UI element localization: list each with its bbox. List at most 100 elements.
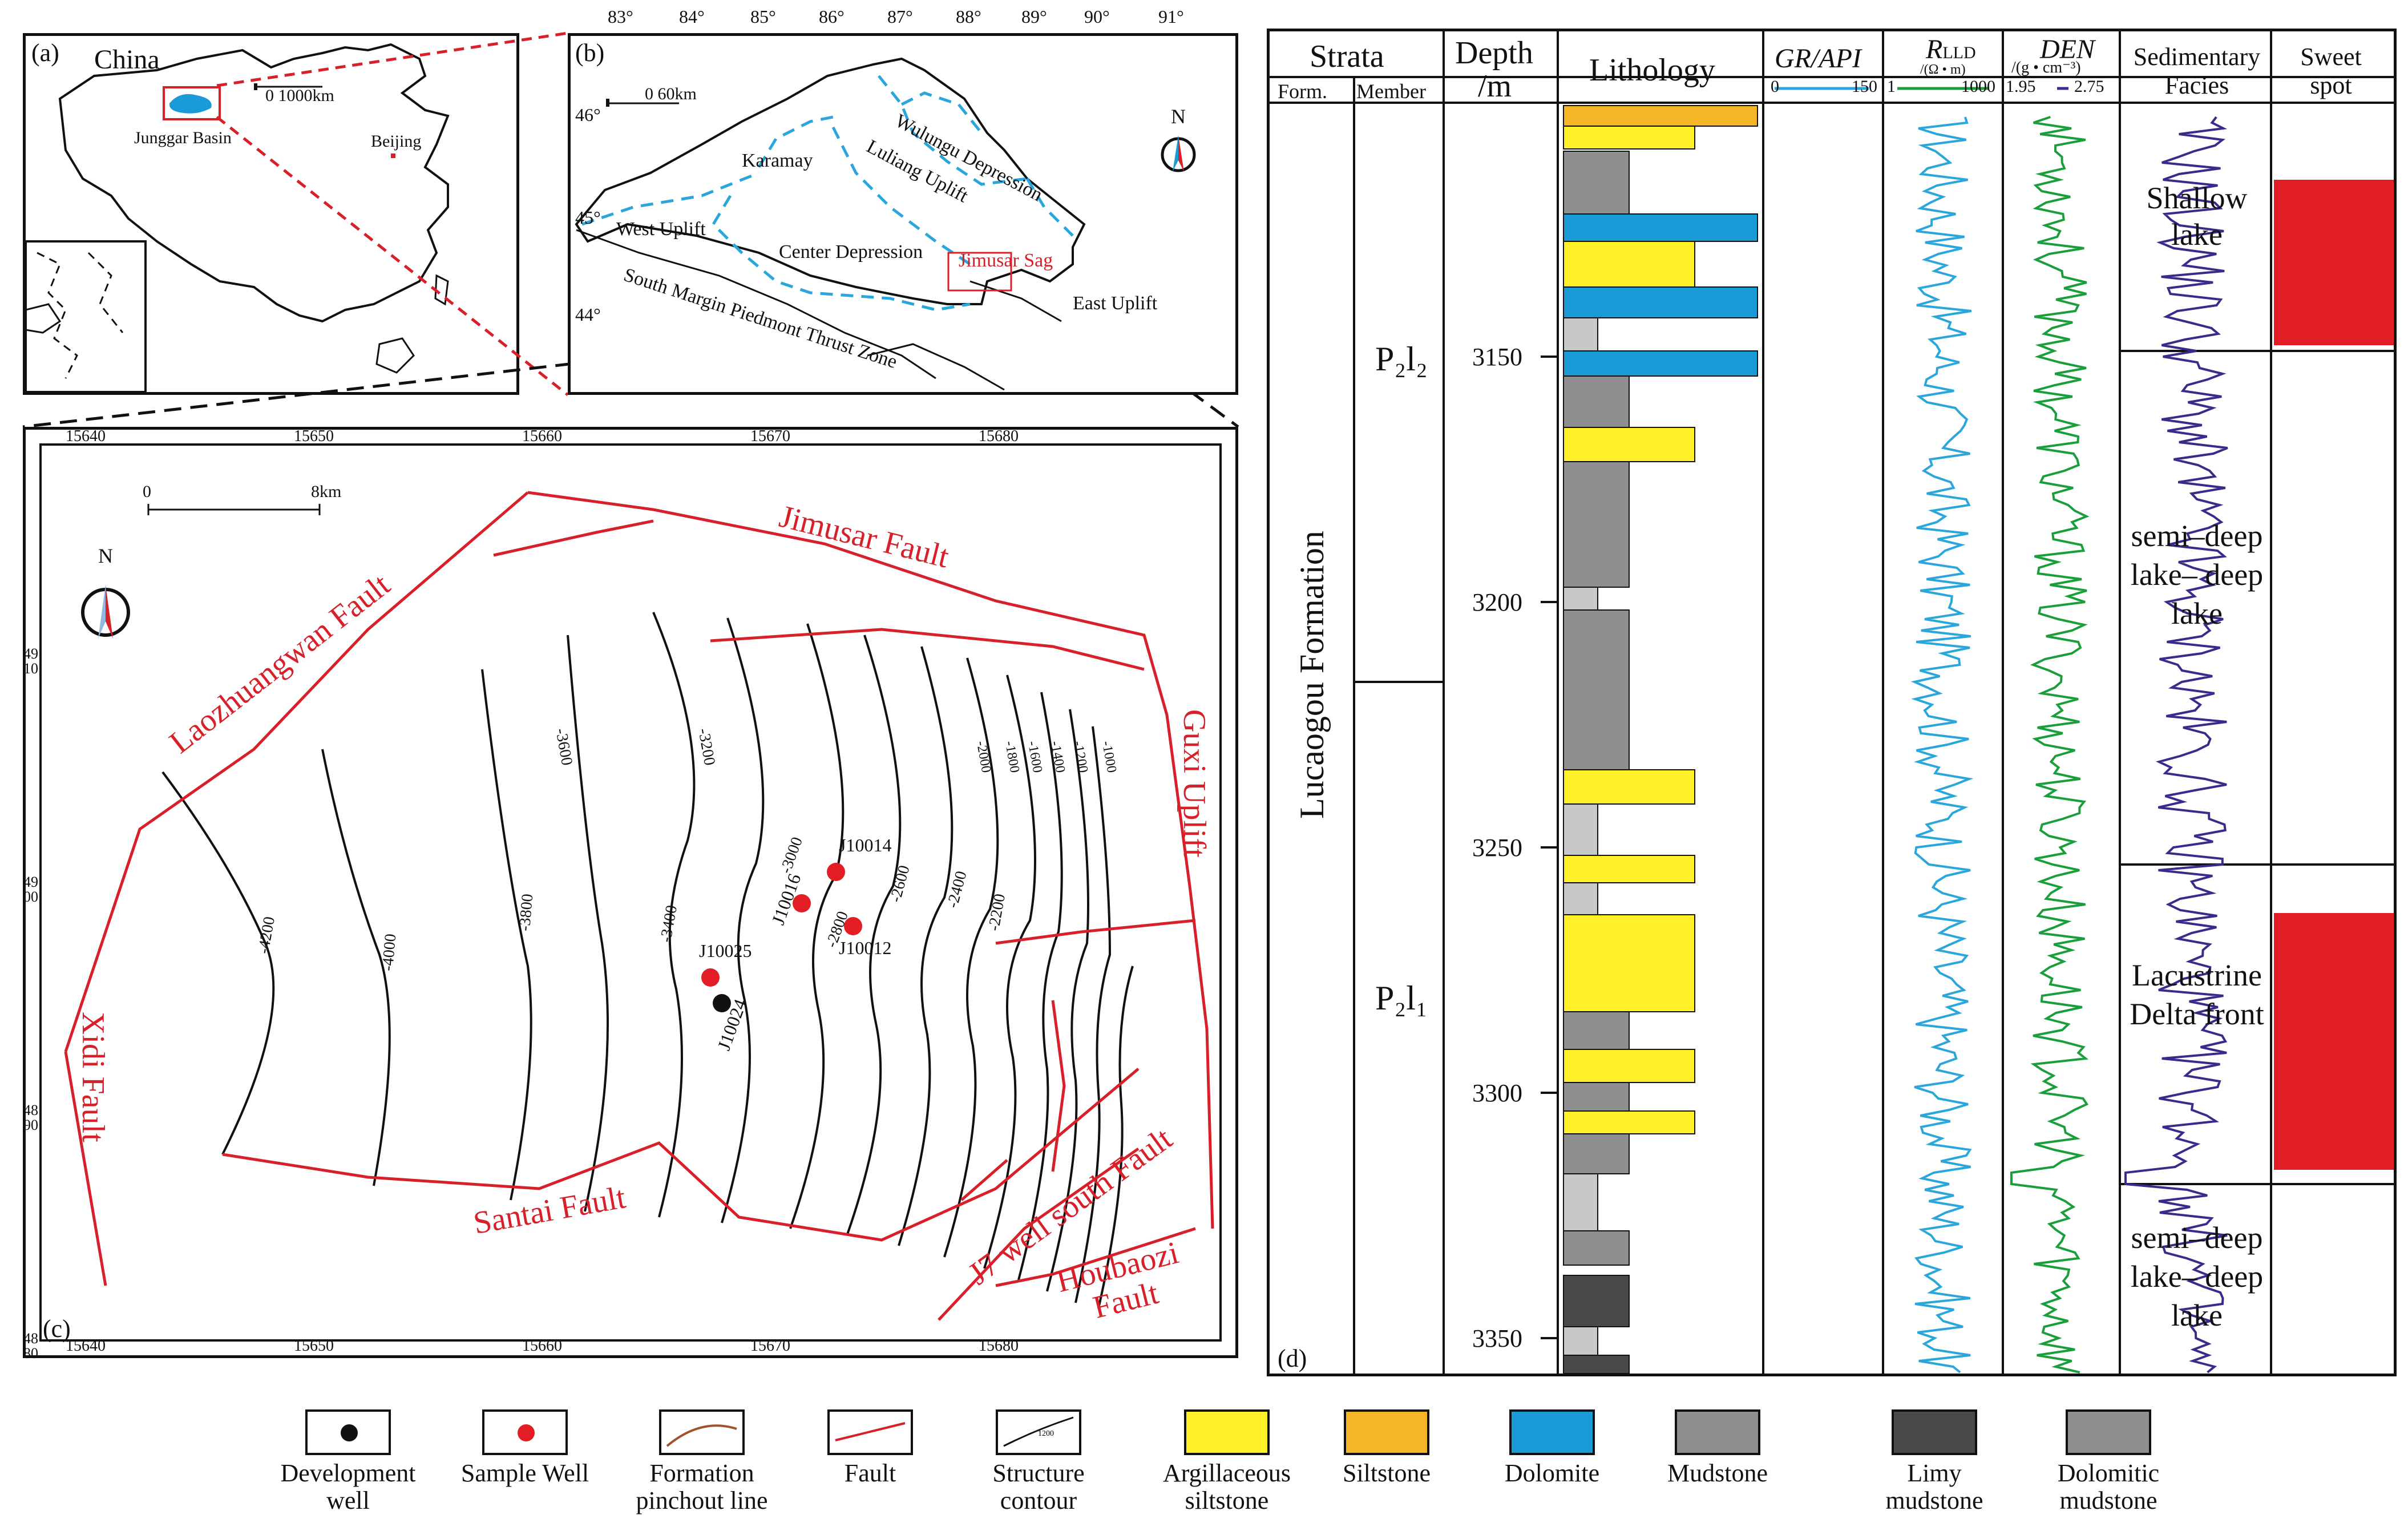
lith-dolomitic-mudstone [1563,375,1630,428]
legend-dolomitic-mudstone: Dolomitic mudstone [2037,1409,2180,1514]
facies-delta-front: Lacustrine Delta front [2130,958,2264,1031]
lat-tick-44: 44° [575,304,601,325]
lith-dolomite [1563,286,1758,318]
lith-dolomitic-mudstone [1563,151,1630,215]
well-j10014 [827,863,845,881]
den-header: DEN [2040,34,2095,64]
china-label: China [94,45,160,75]
structure-contour-map [39,443,1222,1342]
legend-label: Siltstone [1342,1459,1431,1487]
well-label-j10014: J10014 [839,835,892,855]
lithology-column [1563,105,1758,1374]
legend-argillaceous-siltstone: Argillaceous siltstone [1147,1409,1307,1514]
tectonic-boundaries [581,75,1074,312]
facies-semi-deep-upper: semi–deep lake– deep lake [2130,519,2264,631]
lith-dolomitic-mudstone [1563,1011,1630,1050]
lith-dolomite [1563,350,1758,377]
legend-contour-value: 1200 [1038,1429,1054,1438]
lith-argillaceous-siltstone [1563,1049,1695,1083]
panel-b-scale: 0 60km [645,84,697,103]
rlld-scale-max: 1000 [1961,77,1995,96]
panel-c-label: (c) [43,1315,71,1343]
depth-3350: 3350 [1472,1324,1522,1352]
lith-limy-mudstone [1563,1355,1630,1374]
legend-label: Mudstone [1667,1459,1768,1487]
facies-semi-deep-lower: semi–deep lake– deep lake [2130,1221,2264,1332]
lith-dolomitic-mudstone [1563,1082,1630,1112]
junggar-basin-box [163,86,221,120]
well-label-j10025: J10025 [699,940,752,961]
legend-siltstone: Siltstone [1330,1409,1444,1487]
legend-dolomite: Dolomite [1495,1409,1609,1487]
east-uplift-label: East Uplift [1073,293,1158,314]
legend-development-well: Development well [262,1409,434,1514]
junggar-basin-label: Junggar Basin [134,128,232,147]
den-unit: /(g • cm⁻³) [2011,59,2081,76]
x-tick-bottom-1: 15650 [294,1337,334,1355]
well-j10024 [713,994,731,1012]
lith-mudstone [1563,1173,1598,1231]
well-j10016 [793,894,811,912]
panel-c-scale-zero: 0 [143,482,151,501]
lith-argillaceous-siltstone [1563,855,1695,883]
contour-label-3800: -3800 [515,893,537,932]
structure-contours [161,612,1134,1309]
legend-label: Dolomite [1504,1459,1600,1487]
facies-header: Sedimentary Facies [2133,43,2261,99]
lat-tick-46: 46° [575,104,601,125]
legend-label: Limy mudstone [1885,1459,1983,1514]
panel-b-north: N [1171,105,1186,128]
lith-argillaceous-siltstone [1563,1110,1695,1134]
x-tick-top-0: 15640 [66,427,106,445]
xidi-fault-label: Xidi Fault [75,1012,111,1142]
junggar-basin-map [575,57,1196,391]
lon-tick-91: 91° [1158,6,1184,27]
y-tick-4900: 4900 [23,874,38,905]
legend-label: Formation pinchout line [636,1459,768,1514]
legend-label: Fault [844,1459,896,1487]
panel-d-label: (d) [1278,1344,1307,1372]
gr-scale-min: 0 [1771,77,1779,96]
y-tick-4890: 4890 [23,1102,38,1133]
rlld-unit: /(Ω • m) [1920,62,1966,77]
lith-dolomite [1563,213,1758,242]
depth-3150: 3150 [1472,343,1522,371]
member-header: Member [1356,80,1426,103]
panel-c-scale-km: 8km [311,482,342,501]
den-curve [2124,116,2228,1374]
lith-mudstone [1563,317,1598,352]
wells [701,863,862,1012]
depth-unit: /m [1478,68,1512,104]
x-tick-bottom-0: 15640 [66,1337,106,1355]
lon-tick-88: 88° [956,6,981,27]
legend-limy-mudstone: Limy mudstone [1877,1409,1991,1514]
lith-argillaceous-siltstone [1563,241,1695,288]
x-tick-top-3: 15670 [750,427,790,445]
legend-label: Dolomitic mudstone [2057,1459,2160,1514]
lith-dolomitic-mudstone [1563,1230,1630,1266]
sweet-spot-lower [2274,913,2394,1170]
lith-mudstone [1563,1326,1598,1356]
lon-tick-85: 85° [750,6,776,27]
gr-header: GR/API [1775,43,1861,74]
form-header: Form. [1278,80,1328,103]
legend-structure-contour: 1200 Structure contour [959,1409,1118,1514]
lith-dolomitic-mudstone [1563,1133,1630,1174]
lith-limy-mudstone [1563,1275,1630,1327]
panel-d-well-log: Strata Form. Member Depth /m Lithology G… [1267,29,2397,1376]
contour-label-4000: -4000 [378,933,400,972]
strata-header: Strata [1310,39,1384,74]
lith-argillaceous-siltstone [1563,769,1695,805]
lon-tick-87: 87° [887,6,913,27]
china-outline-map [25,43,450,393]
panel-c-structure-map: (c) 15640 15650 15660 15670 15680 15640 … [23,427,1238,1361]
lith-argillaceous-siltstone [1563,126,1695,150]
guxi-uplift-label: Guxi Uplift [1177,709,1212,858]
den-scale-max: 2.75 [2074,77,2104,96]
lat-tick-45: 45° [575,207,601,228]
depth-3200: 3200 [1472,588,1522,616]
lith-dolomitic-mudstone [1563,461,1630,588]
legend-pinchout-line: Formation pinchout line [613,1409,790,1514]
lith-mudstone [1563,882,1598,915]
depth-header: Depth [1455,35,1533,71]
